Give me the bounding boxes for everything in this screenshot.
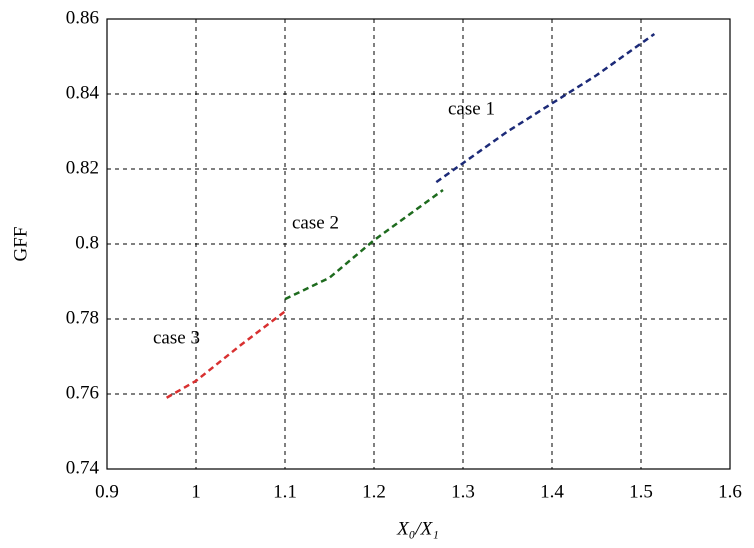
y-axis-label: GFF xyxy=(10,227,31,262)
line-series xyxy=(284,188,444,301)
line-series xyxy=(166,309,288,399)
series-label: case 3 xyxy=(153,327,200,348)
y-tick-label: 0.74 xyxy=(66,457,100,478)
series-label: case 2 xyxy=(292,212,339,233)
x-tick-label: 0.9 xyxy=(95,481,119,502)
y-tick-label: 0.86 xyxy=(66,7,99,28)
x-tick-label: 1.3 xyxy=(451,481,475,502)
x-tick-label: 1 xyxy=(191,481,201,502)
x-axis-label: X₀/X₁ xyxy=(396,518,439,539)
plot-frame xyxy=(106,18,731,470)
series-label: case 1 xyxy=(448,98,495,119)
y-tick-label: 0.84 xyxy=(66,82,100,103)
x-tick-label: 1.5 xyxy=(629,481,653,502)
x-tick-label: 1.6 xyxy=(718,481,742,502)
y-tick-label: 0.78 xyxy=(66,307,99,328)
y-tick-label: 0.76 xyxy=(66,382,99,403)
x-tick-label: 1.1 xyxy=(273,481,297,502)
y-tick-label: 0.8 xyxy=(75,232,99,253)
line-series xyxy=(435,32,656,184)
y-tick-label: 0.82 xyxy=(66,157,99,178)
x-tick-label: 1.2 xyxy=(362,481,386,502)
x-tick-label: 1.4 xyxy=(540,481,564,502)
